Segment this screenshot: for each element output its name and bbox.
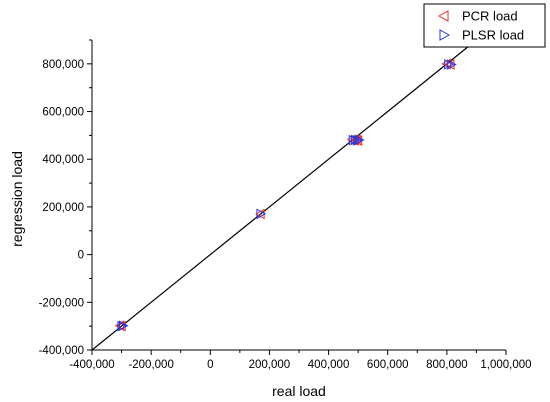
plsr-point [354,134,365,146]
y-tick-label: -200,000 [39,297,84,309]
y-tick-label: 0 [78,250,84,262]
y-tick-label: -400,000 [39,345,84,357]
y-tick-label: 800,000 [42,59,84,71]
plsr-legend-marker [439,29,451,41]
x-tick-label: -200,000 [128,359,173,371]
x-tick-label: 200,000 [249,359,291,371]
plot-area [91,39,477,351]
x-tick-label: 400,000 [308,359,350,371]
plsr-point [444,58,454,70]
x-tick-label: 600,000 [367,359,409,371]
legend-items: PCR load PLSR load [437,9,524,43]
x-tick-label: -400,000 [69,359,114,371]
legend: PCR load PLSR load [423,3,546,48]
legend-box [423,3,546,48]
plsr-point [447,59,457,70]
x-axis: -400,000 -200,000 0 200,000 400,000 600,000 80… [69,349,532,371]
x-axis-title: real load [272,383,326,399]
pcr-legend-marker [437,10,449,22]
y-axis: -400,000 -200,000 0 200,000 400,000 600,000 80… [39,39,93,357]
x-tick-label: 0 [207,359,213,371]
y-tick-label: 400,000 [42,154,84,166]
reference-line [91,39,477,351]
pcr-point [441,58,451,70]
x-tick-label: 800,000 [426,359,468,371]
y-tick-label: 600,000 [42,107,84,119]
plsr-point [118,320,129,332]
plsr-point [256,208,267,220]
x-tick-label: 1,000,000 [480,359,531,371]
y-axis-title: regression load [9,151,25,247]
legend-label: PLSR load [462,28,524,43]
y-tick-label: 200,000 [42,202,84,214]
data-points [114,58,457,332]
legend-label: PCR load [462,9,518,24]
